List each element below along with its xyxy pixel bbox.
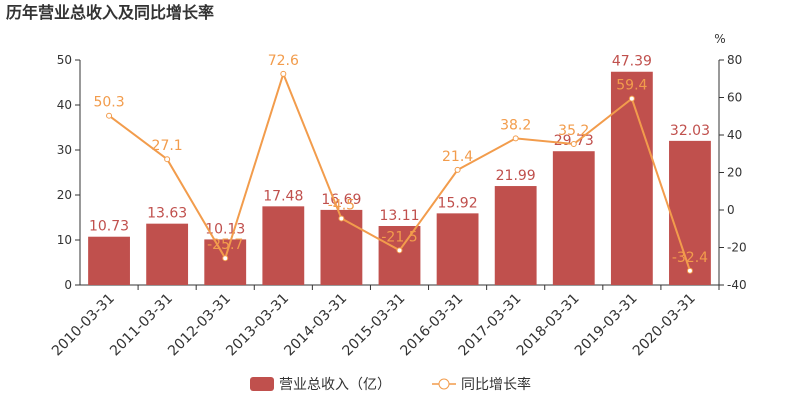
- line-point: [164, 156, 171, 163]
- legend-label: 营业总收入（亿）: [279, 377, 391, 393]
- line-value-label: 35.2: [558, 123, 589, 139]
- line-point: [570, 141, 577, 147]
- line-point: [106, 112, 113, 119]
- chart-title: 历年营业总收入及同比增长率: [6, 3, 214, 22]
- line-value-label: 21.4: [442, 149, 473, 165]
- bar-value-label: 15.92: [438, 195, 478, 211]
- legend-marker: [438, 378, 450, 390]
- line-point: [454, 166, 461, 173]
- bar: [204, 239, 247, 285]
- bar: [436, 213, 479, 285]
- bar: [378, 226, 421, 285]
- line-value-label: 27.1: [152, 138, 183, 154]
- line-value-label: -32.4: [672, 250, 708, 266]
- line-point: [280, 70, 287, 77]
- y2-tick-label: -20: [727, 241, 747, 255]
- bar: [669, 140, 711, 285]
- y-tick-label: 30: [57, 143, 72, 157]
- line-value-label: -21.5: [381, 229, 417, 245]
- bar: [262, 206, 305, 285]
- y-tick-label: 20: [57, 188, 72, 202]
- bar: [146, 223, 189, 285]
- y-tick-label: 0: [64, 278, 72, 292]
- line-value-label: 59.4: [616, 78, 647, 94]
- bar-value-label: 32.03: [670, 123, 710, 139]
- x-tick-label: 2020-03-31: [630, 291, 699, 360]
- line-point: [686, 267, 693, 274]
- y-tick-label: 10: [57, 233, 72, 247]
- bar: [552, 151, 595, 285]
- y2-tick-label: -40: [727, 278, 747, 292]
- y-tick-label: 50: [57, 53, 72, 67]
- line-value-label: 72.6: [268, 53, 299, 69]
- bar: [610, 71, 653, 286]
- line-value-label: -25.7: [207, 237, 243, 253]
- y2-tick-label: 20: [727, 166, 742, 180]
- bar-value-label: 13.11: [379, 208, 419, 224]
- legend-label: 同比增长率: [461, 376, 531, 393]
- bar-value-label: 10.73: [89, 219, 129, 235]
- bar: [494, 186, 537, 285]
- line-value-label: -4.5: [328, 197, 355, 213]
- line-point: [628, 95, 635, 102]
- bar-value-label: 17.48: [263, 188, 303, 204]
- line-point: [222, 255, 229, 262]
- line-point: [396, 247, 403, 254]
- y2-tick-label: 40: [727, 128, 742, 142]
- line-point: [338, 215, 345, 222]
- y2-tick-label: 80: [727, 53, 742, 67]
- bar-value-label: 21.99: [496, 168, 536, 184]
- y-tick-label: 40: [57, 98, 72, 112]
- legend-swatch: [250, 377, 274, 391]
- line-value-label: 50.3: [93, 95, 124, 111]
- line-value-label: 38.2: [500, 117, 531, 133]
- y2-unit: %: [714, 32, 725, 46]
- bar: [320, 209, 363, 285]
- y2-tick-label: 0: [727, 203, 735, 217]
- bar-value-label: 13.63: [147, 206, 187, 222]
- y2-tick-label: 60: [727, 91, 742, 105]
- bar: [88, 236, 130, 285]
- bar-value-label: 47.39: [612, 54, 652, 70]
- line-point: [512, 135, 519, 142]
